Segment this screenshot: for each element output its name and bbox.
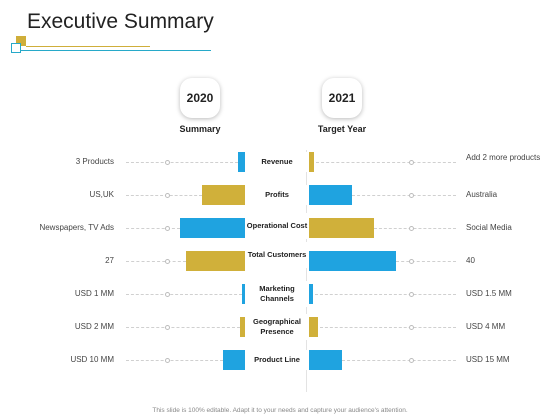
row-product-line-label: Product Line: [245, 350, 309, 370]
row-product-line-right-dot: [409, 358, 414, 363]
row-product-line-right-text: USD 15 MM: [466, 355, 510, 364]
row-geographical-presence-label: Geographical Presence: [245, 314, 309, 340]
year-badge-2021-label: 2021: [328, 91, 356, 105]
row-marketing-channels-right-bar: [309, 284, 313, 304]
row-geographical-presence-left-bar: [240, 317, 245, 337]
row-total-customers-label: Total Customers: [245, 242, 309, 268]
row-marketing-channels-right-dot: [409, 292, 414, 297]
row-revenue-label: Revenue: [245, 152, 309, 172]
row-profits-right-bar: [309, 185, 352, 205]
row-operational-cost-right-text: Social Media: [466, 223, 512, 232]
row-total-customers-left-bar: [186, 251, 245, 271]
row-geographical-presence-right-dots: [320, 327, 456, 328]
decor-square-outline: [11, 43, 21, 53]
footer-note: This slide is 100% editable. Adapt it to…: [152, 407, 408, 414]
row-revenue-left-text: 3 Products: [75, 157, 114, 166]
summary-heading: Summary: [179, 124, 221, 134]
row-total-customers-right-text: 40: [466, 256, 475, 265]
decor-square-gold: [16, 36, 26, 46]
row-profits-label: Profits: [245, 185, 309, 205]
row-product-line-right-dots: [342, 360, 456, 361]
row-profits-left-bar: [202, 185, 245, 205]
row-total-customers-left-dot: [165, 259, 170, 264]
row-operational-cost-left-bar: [180, 218, 245, 238]
row-geographical-presence-left-text: USD 2 MM: [74, 322, 114, 331]
row-marketing-channels-left-text: USD 1 MM: [74, 289, 114, 298]
row-profits-right-text: Australia: [466, 190, 498, 199]
year-badge-2020: 2020: [180, 78, 220, 118]
target-year-heading: Target Year: [317, 124, 367, 134]
row-revenue-right-bar: [309, 152, 314, 172]
row-operational-cost-left-dots: [126, 228, 180, 229]
decor-line-gold: [26, 46, 150, 47]
row-total-customers-right-dots: [396, 261, 456, 262]
row-marketing-channels-label: Marketing Channels: [245, 281, 309, 307]
row-operational-cost-left-dot: [165, 226, 170, 231]
row-product-line-left-dot: [165, 358, 170, 363]
row-revenue-right-dots: [316, 162, 456, 163]
row-geographical-presence-right-text: USD 4 MM: [466, 322, 506, 331]
row-product-line-left-dots: [126, 360, 223, 361]
row-operational-cost-right-dot: [409, 226, 414, 231]
row-geographical-presence-right-bar: [309, 317, 318, 337]
row-marketing-channels-left-dot: [165, 292, 170, 297]
row-operational-cost-right-bar: [309, 218, 374, 238]
row-revenue-right-dot: [409, 160, 414, 165]
row-operational-cost-right-dots: [374, 228, 456, 229]
year-badge-2020-label: 2020: [186, 91, 214, 105]
row-marketing-channels-left-bar: [242, 284, 245, 304]
row-total-customers-right-bar: [309, 251, 396, 271]
row-profits-left-text: US,UK: [89, 190, 114, 199]
center-divider: [306, 150, 307, 392]
row-product-line-right-bar: [309, 350, 342, 370]
decor-line-teal: [20, 50, 211, 51]
page-title: Executive Summary: [27, 10, 214, 33]
row-marketing-channels-right-text: USD 1.5 MM: [466, 289, 512, 298]
row-profits-left-dots: [126, 195, 202, 196]
row-marketing-channels-right-dots: [315, 294, 456, 295]
row-total-customers-right-dot: [409, 259, 414, 264]
row-operational-cost-left-text: Newspapers, TV Ads: [39, 223, 114, 232]
row-geographical-presence-left-dots: [126, 327, 240, 328]
row-revenue-left-dot: [165, 160, 170, 165]
year-badge-2021: 2021: [322, 78, 362, 118]
row-geographical-presence-left-dot: [165, 325, 170, 330]
row-product-line-left-bar: [223, 350, 245, 370]
row-marketing-channels-left-dots: [126, 294, 242, 295]
row-product-line-left-text: USD 10 MM: [70, 355, 114, 364]
row-revenue-left-bar: [238, 152, 245, 172]
row-operational-cost-label: Operational Cost: [245, 213, 309, 239]
row-geographical-presence-right-dot: [409, 325, 414, 330]
row-profits-right-dots: [352, 195, 456, 196]
row-profits-left-dot: [165, 193, 170, 198]
row-revenue-left-dots: [126, 162, 238, 163]
row-revenue-right-text: Add 2 more products: [466, 153, 541, 162]
row-total-customers-left-dots: [126, 261, 186, 262]
row-total-customers-left-text: 27: [105, 256, 114, 265]
row-profits-right-dot: [409, 193, 414, 198]
